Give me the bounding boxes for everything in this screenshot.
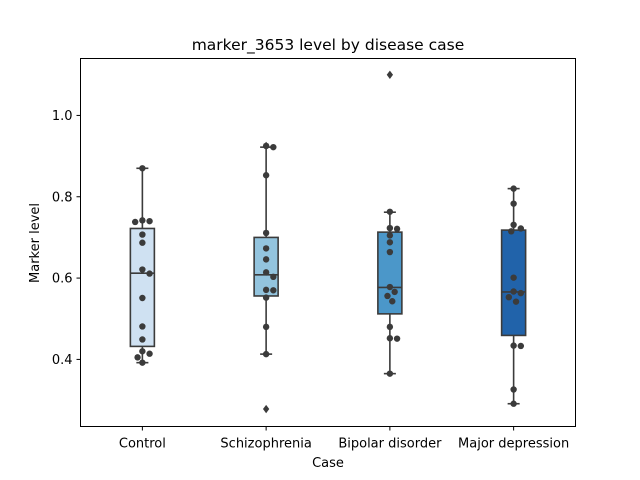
data-point xyxy=(386,283,394,291)
data-point xyxy=(386,335,394,342)
plot-area: 0.4 0.6 0.8 1.0 Control Schizophrenia Bipolar … xyxy=(52,70,569,452)
data-point xyxy=(139,165,146,172)
box-4 xyxy=(500,229,527,337)
data-point xyxy=(262,142,270,150)
data-point xyxy=(262,245,270,252)
x-tick-label: Schizophrenia xyxy=(220,437,311,452)
data-point xyxy=(510,400,517,407)
data-point xyxy=(262,229,270,237)
data-point xyxy=(510,221,517,229)
y-tick-label: 1.0 xyxy=(52,109,73,124)
data-point xyxy=(262,256,270,263)
data-point xyxy=(386,248,394,256)
box-2 xyxy=(253,236,279,297)
data-point xyxy=(512,298,520,305)
data-point xyxy=(134,354,141,361)
data-point xyxy=(139,294,146,302)
data-point xyxy=(389,298,396,305)
data-point xyxy=(139,266,146,273)
x-tick-label: Major depression xyxy=(458,437,569,452)
data-point xyxy=(139,239,146,246)
data-point xyxy=(386,224,394,232)
data-point xyxy=(262,269,270,276)
chart-title: marker_3653 level by disease case xyxy=(192,36,465,55)
outlier-marker xyxy=(386,70,394,79)
data-point xyxy=(139,217,146,224)
data-point xyxy=(510,386,517,393)
data-point xyxy=(262,323,270,331)
data-point xyxy=(510,274,517,281)
outlier-marker xyxy=(262,404,270,414)
x-tick-label: Bipolar disorder xyxy=(338,437,442,452)
data-point xyxy=(386,208,394,215)
data-point xyxy=(517,289,525,297)
data-point xyxy=(139,336,146,343)
data-point xyxy=(146,350,153,357)
data-point xyxy=(517,342,525,350)
data-point xyxy=(510,342,517,349)
data-point xyxy=(146,270,153,277)
data-point xyxy=(131,218,139,226)
data-point xyxy=(262,350,270,358)
data-point xyxy=(139,231,146,238)
data-point xyxy=(139,359,146,366)
y-tick-label: 0.4 xyxy=(52,353,73,368)
x-axis-label: Case xyxy=(312,456,344,471)
data-point xyxy=(386,370,394,377)
data-point xyxy=(393,225,401,233)
data-point xyxy=(262,294,270,301)
data-point xyxy=(505,293,513,301)
y-tick-label: 0.8 xyxy=(52,190,73,205)
data-point xyxy=(510,200,517,207)
data-point xyxy=(386,232,394,239)
data-point xyxy=(270,287,277,294)
data-point xyxy=(508,228,515,235)
data-point xyxy=(146,217,153,225)
data-point xyxy=(391,288,398,296)
data-point xyxy=(517,225,525,232)
data-point xyxy=(384,292,391,300)
y-axis-label: Marker level xyxy=(28,203,43,283)
plot-frame xyxy=(80,58,576,427)
data-point xyxy=(393,335,401,342)
data-point xyxy=(270,273,277,281)
data-point xyxy=(139,323,146,330)
data-point xyxy=(262,172,270,179)
data-point xyxy=(139,348,146,355)
data-point xyxy=(270,143,277,151)
data-point xyxy=(510,288,517,295)
x-tick-label: Control xyxy=(119,437,166,452)
y-tick-label: 0.6 xyxy=(52,272,73,287)
data-point xyxy=(510,185,517,192)
data-point xyxy=(386,239,394,246)
data-point xyxy=(386,323,394,331)
data-point xyxy=(262,286,270,294)
